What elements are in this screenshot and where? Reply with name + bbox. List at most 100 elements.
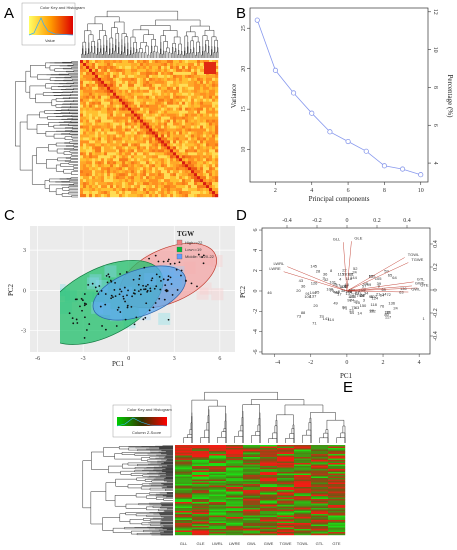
- panel-c-point: [162, 260, 165, 263]
- panel-d-loading-arrow: [346, 257, 405, 292]
- panel-c-point: [83, 304, 86, 307]
- panel-c-xlabel: PC1: [112, 360, 125, 368]
- panel-d-sample-label: 71: [312, 320, 317, 325]
- panel-c-point: [100, 290, 103, 292]
- panel-d-points: 3864144172810517881503328812571592414212…: [267, 264, 425, 326]
- panel-b-point: [327, 129, 333, 135]
- panel-c-point: [145, 285, 147, 288]
- panel-d-sample-label: 76: [380, 303, 385, 308]
- panel-d-sample-label: 114: [328, 317, 335, 322]
- panel-c-point: [167, 260, 169, 263]
- panel-c-point: [149, 290, 152, 292]
- panel-c-point: [157, 260, 160, 263]
- panel-d-sample-label: 19: [319, 313, 324, 318]
- panel-c-legend-swatch: [176, 253, 183, 260]
- panel-d-sample-label: 64: [392, 275, 397, 280]
- panel-c-point: [131, 295, 133, 298]
- panel-a-key-xlabel: Value: [45, 38, 56, 43]
- panel-d-sample-label: 123: [355, 291, 362, 296]
- panel-c-point: [83, 293, 86, 295]
- panel-c-ytick: 3: [23, 248, 26, 254]
- panel-b-ytick-left: 20: [241, 66, 247, 72]
- panel-c-point: [109, 279, 112, 282]
- panel-d-righttick: -0.4: [433, 331, 439, 341]
- panel-d-sample-label: 72: [386, 292, 391, 297]
- panel-d-sample-label: 5: [338, 289, 341, 294]
- panel-a-heatmap: [80, 60, 219, 198]
- panel-c-point: [104, 328, 107, 331]
- panel-d-sample-label: 48: [344, 282, 349, 287]
- panel-c-point: [124, 300, 126, 303]
- panel-c-legend-swatch: [176, 239, 183, 246]
- panel-c-point: [119, 311, 122, 313]
- panel-c-point: [175, 268, 178, 271]
- panel-c-point: [132, 292, 135, 295]
- panel-e-key-title: Color Key and Histogram: [127, 407, 172, 412]
- panel-b-ytick-right: 6: [432, 124, 438, 127]
- panel-b-plot-frame: [249, 7, 429, 183]
- panel-d-sample-label: 25: [355, 300, 360, 305]
- panel-d-sample-label: 20: [296, 288, 301, 293]
- panel-d-sample-label: 124: [371, 295, 378, 300]
- panel-b-xlabel: Principal components: [309, 195, 370, 203]
- panel-d-sample-label: 33: [386, 310, 391, 315]
- panel-d-loading-label: GWE: [415, 280, 425, 285]
- panel-b-xtick: 4: [310, 188, 313, 194]
- panel-d-sample-label: 49: [333, 300, 338, 305]
- panel-b-line: [256, 19, 421, 176]
- panel-c-point: [154, 254, 157, 257]
- panel-d-ytick: 6: [253, 229, 259, 232]
- panel-c-point: [164, 284, 167, 287]
- panel-e-column-label: TGWE: [280, 541, 292, 546]
- panel-c-point: [112, 296, 114, 299]
- panel-d-loading-arrow: [346, 262, 409, 292]
- panel-c-point: [81, 299, 84, 302]
- panel-b-ytick-right: 4: [432, 162, 438, 165]
- panel-c-point: [76, 322, 79, 324]
- panel-d-sample-label: 82: [342, 304, 347, 309]
- panel-c-point: [165, 288, 168, 291]
- panel-c-point: [158, 297, 161, 300]
- panel-c-point: [180, 274, 182, 277]
- panel-d-sample-label: 107: [370, 294, 377, 299]
- panel-c-ellipse: [92, 265, 187, 321]
- panel-d-sample-label: 105: [340, 284, 347, 289]
- panel-e-column-label: GTE: [332, 541, 341, 546]
- panel-c-point: [145, 302, 148, 305]
- panel-d-sample-label: 22: [342, 267, 347, 272]
- panel-c-point: [113, 289, 116, 291]
- panel-c-point: [83, 337, 86, 339]
- panel-d-sample-label: 37: [353, 299, 358, 304]
- panel-b-ylabel-left: Variance: [230, 84, 238, 108]
- panel-d-sample-label: 150: [360, 303, 367, 308]
- panel-c-point: [97, 293, 100, 295]
- panel-d-sample-label: 24: [393, 306, 398, 311]
- panel-c-point: [155, 285, 158, 288]
- panel-a-key-title: Color Key and Histogram: [40, 5, 85, 10]
- panel-b-series: [254, 17, 424, 178]
- panel-e-column-label: GLE: [196, 541, 204, 546]
- panel-c-point: [190, 282, 193, 285]
- panel-c-point: [169, 276, 172, 279]
- panel-d-sample-label: 1: [422, 316, 425, 321]
- panel-e-column-label: LWRE: [229, 541, 241, 546]
- panel-c-point: [138, 278, 141, 280]
- panel-c-point: [80, 297, 83, 300]
- panel-c-point: [159, 288, 162, 291]
- panel-d-loading-label: GWL: [411, 287, 421, 292]
- panel-b-ytick-left: 10: [241, 147, 247, 153]
- panel-d-loading-arrow: [287, 266, 347, 292]
- panel-d-sample-label: 69: [347, 289, 352, 294]
- panel-c-point: [149, 287, 152, 290]
- panel-c-point: [137, 290, 140, 293]
- panel-c-point: [117, 306, 120, 309]
- panel-d-ytick: 4: [253, 249, 259, 252]
- panel-c-point: [202, 262, 205, 265]
- panel-d-sample-label: 52: [353, 266, 358, 271]
- panel-a-top-dendrogram: [81, 10, 219, 58]
- panel-c-point: [167, 258, 170, 261]
- panel-b-point: [345, 138, 351, 145]
- panel-c-point: [96, 290, 98, 293]
